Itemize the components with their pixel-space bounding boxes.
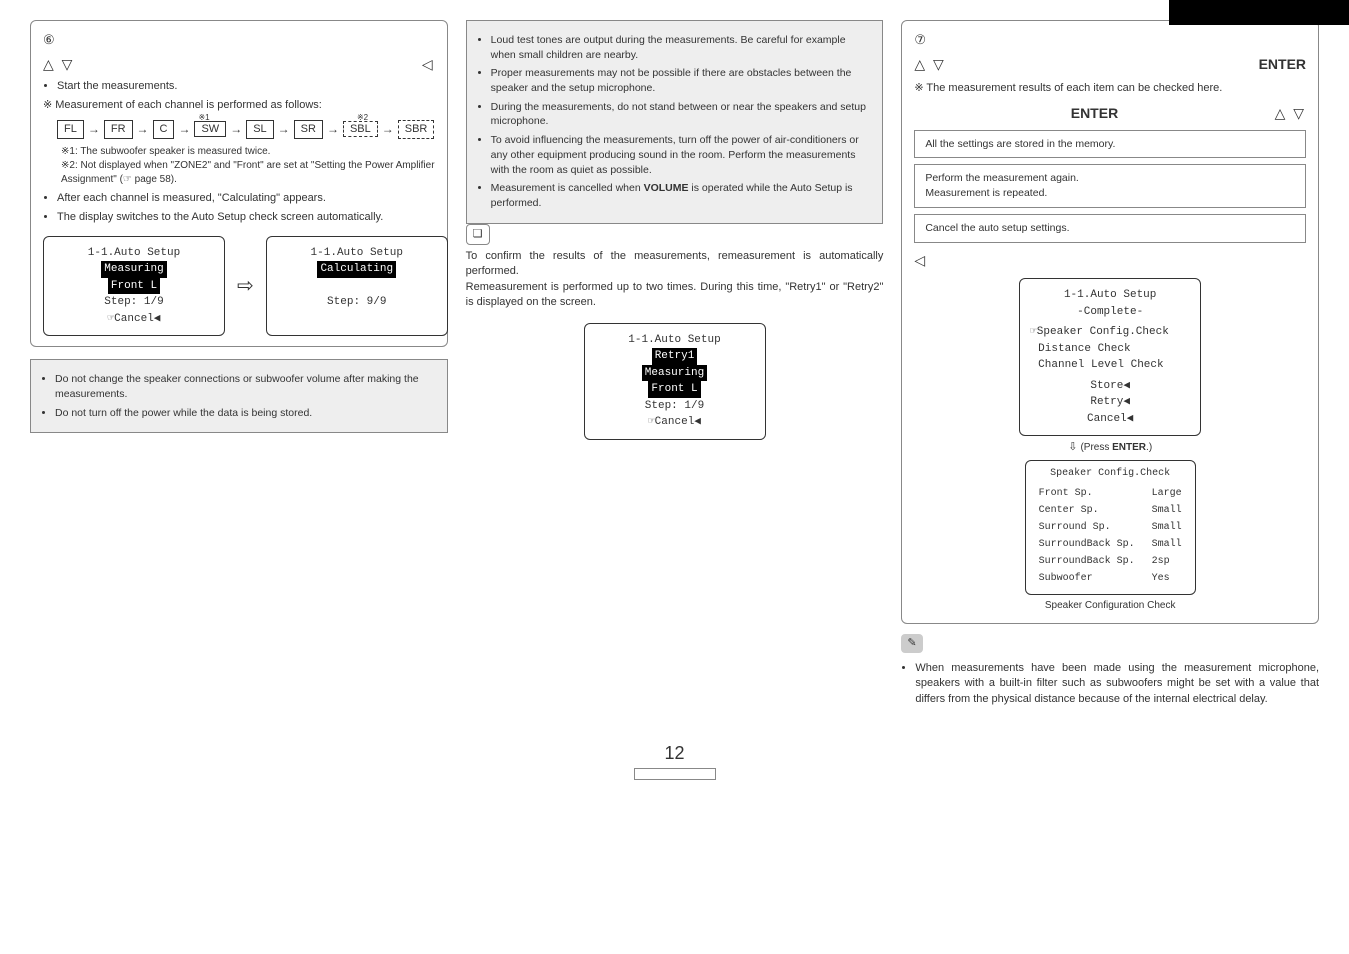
warn-4: To avoid influencing the measurements, t… xyxy=(491,133,873,177)
step-7-box: ⑦ △ ▽ ENTER ※ The measurement results of… xyxy=(901,20,1319,624)
press-enter-row: ⇩ (Press ENTER.) xyxy=(914,440,1306,455)
chain-c: C xyxy=(153,120,175,139)
updown-icon: △ ▽ xyxy=(43,55,74,75)
left-triangle-icon: ◁ xyxy=(422,55,435,75)
warn-volume: Measurement is cancelled when VOLUME is … xyxy=(491,181,873,210)
column-3: ⑦ △ ▽ ENTER ※ The measurement results of… xyxy=(901,20,1319,711)
updown-icon-3: △ ▽ xyxy=(1275,104,1306,124)
measurement-follows-text: ※ Measurement of each channel is perform… xyxy=(43,98,435,113)
page-number: 12 xyxy=(30,741,1319,766)
info-icon: ❏ xyxy=(466,224,490,245)
warn-3: During the measurements, do not stand be… xyxy=(491,100,873,129)
retry-box: Perform the measurement again. Measureme… xyxy=(914,164,1306,207)
chain-sl: SL xyxy=(246,120,273,139)
col1-note-1: Do not change the speaker connections or… xyxy=(55,372,437,401)
enter-label: ENTER xyxy=(1259,55,1306,75)
step-6-box: ⑥ △ ▽ ◁ Start the measurements. ※ Measur… xyxy=(30,20,448,347)
chain-sw: SW xyxy=(194,121,226,137)
after-text-2: The display switches to the Auto Setup c… xyxy=(57,210,435,225)
chain-sup1: ※1 xyxy=(198,112,209,123)
col1-note-2: Do not turn off the power while the data… xyxy=(55,406,437,421)
warn-1: Loud test tones are output during the me… xyxy=(491,33,873,62)
left-triangle-icon-2: ◁ xyxy=(914,252,927,268)
speaker-config-table: Speaker Config.Check Front Sp.Large Cent… xyxy=(1025,460,1196,595)
channel-chain: FL→ FR→ C→ ※1 SW → SL→ SR→ ※2 SBL → SBR xyxy=(57,120,435,139)
remeasure-para-2: Remeasurement is performed up to two tim… xyxy=(466,280,884,311)
header-black-band xyxy=(1169,0,1349,25)
updown-icon-2: △ ▽ xyxy=(914,55,945,75)
chain-fr: FR xyxy=(104,120,133,139)
column-2: Loud test tones are output during the me… xyxy=(466,20,884,711)
chain-sup2: ※2 xyxy=(357,112,368,123)
col1-note-box: Do not change the speaker connections or… xyxy=(30,359,448,433)
ast-note-2: ※2: Not displayed when "ZONE2" and "Fron… xyxy=(61,159,435,187)
down-arrow-icon: ⇩ xyxy=(1068,441,1077,453)
enter-label-2: ENTER xyxy=(1071,104,1118,124)
remeasure-para-1: To confirm the results of the measuremen… xyxy=(466,249,884,280)
after-text-1: After each channel is measured, "Calcula… xyxy=(57,191,435,206)
lcd-retry: 1-1.Auto Setup Retry1 Measuring Front L … xyxy=(584,323,766,440)
step-7-number: ⑦ xyxy=(914,31,926,49)
chain-sbr: SBR xyxy=(398,120,435,139)
chain-sr: SR xyxy=(294,120,323,139)
step-6-number: ⑥ xyxy=(43,31,55,49)
store-box: All the settings are stored in the memor… xyxy=(914,130,1306,159)
lcd-measuring: 1-1.Auto Setup Measuring Front L Step: 1… xyxy=(43,236,225,337)
chain-sbl: SBL xyxy=(343,121,378,137)
ast-note-1: ※1: The subwoofer speaker is measured tw… xyxy=(61,145,435,159)
lcd-complete: 1-1.Auto Setup -Complete- ☞Speaker Confi… xyxy=(1019,278,1201,436)
footnote-text: When measurements have been made using t… xyxy=(915,661,1319,707)
spk-caption: Speaker Configuration Check xyxy=(914,599,1306,613)
start-measurements-text: Start the measurements. xyxy=(57,79,435,94)
column-1: ⑥ △ ▽ ◁ Start the measurements. ※ Measur… xyxy=(30,20,448,711)
warning-box: Loud test tones are output during the me… xyxy=(466,20,884,224)
lcd-screens-row: 1-1.Auto Setup Measuring Front L Step: 1… xyxy=(43,236,435,337)
page-rule xyxy=(634,768,716,780)
arrow-right-icon: ⇨ xyxy=(237,272,254,300)
cancel-box: Cancel the auto setup settings. xyxy=(914,214,1306,243)
check-here-text: ※ The measurement results of each item c… xyxy=(914,81,1306,96)
warn-2: Proper measurements may not be possible … xyxy=(491,66,873,95)
lcd-calculating: 1-1.Auto Setup Calculating Step: 9/9 xyxy=(266,236,448,337)
chain-fl: FL xyxy=(57,120,84,139)
pencil-icon: ✎ xyxy=(901,634,922,653)
